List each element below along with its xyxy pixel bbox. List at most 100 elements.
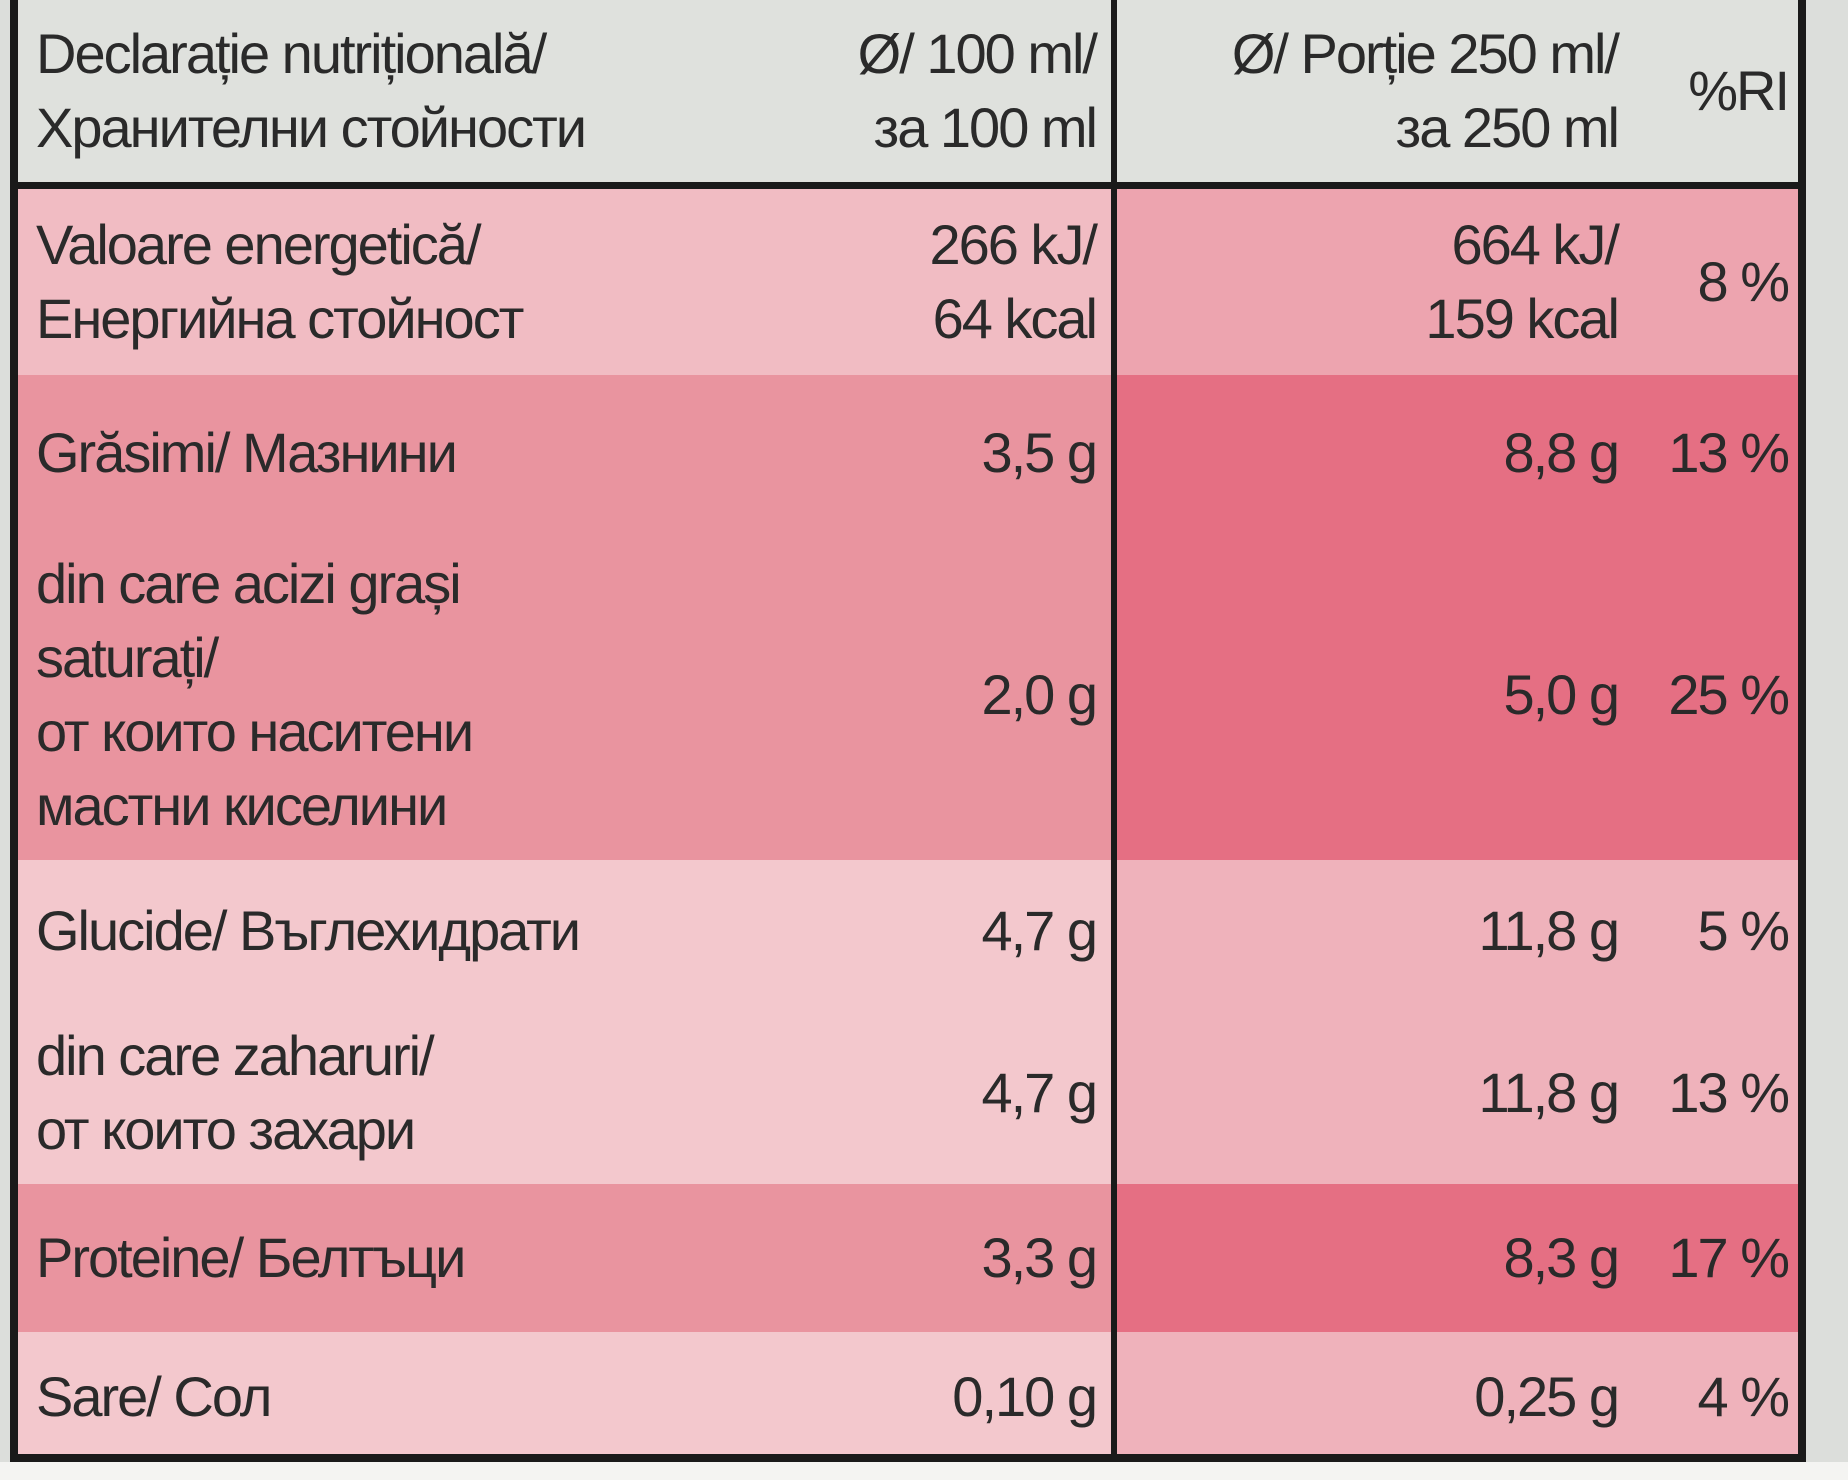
per-100-cell: Ø/ 100 ml/за 100 ml [18,0,1098,182]
text-line: Хранителни стойности [36,96,587,159]
text-line: от които захари [36,1098,416,1161]
below-area [0,1462,1848,1480]
nutrient-row: Grăsimi/ Мазнини 3,5 g 8,8 g 13 % [18,375,1798,530]
text-line: Grăsimi/ Мазнини [36,420,458,484]
label-cell: Valoare energetică/Енергийна стойност [36,189,1096,375]
label-cell: Proteine/ Белтъци [36,1184,1096,1332]
cell-bg [1114,375,1798,530]
cell-bg [18,1332,1114,1454]
per-portion-cell: 11,8 g [1118,1002,1620,1184]
nutrient-row: Glucide/ Въглехидрати 4,7 g 11,8 g 5 % [18,860,1798,1002]
text-line: 13 % [1668,420,1790,484]
cell-bg [18,530,1114,860]
label-cell: Glucide/ Въглехидрати [36,860,1096,1002]
text-line: 64 kcal [932,287,1098,350]
text-line: 4,7 g [981,899,1098,962]
text-line: 13 % [1668,1061,1790,1124]
per-100-cell: 266 kJ/64 kcal [18,189,1098,375]
cell-bg [1114,860,1798,1002]
nutrient-row: Sare/ Сол 0,10 g 0,25 g 4 % [18,1332,1798,1454]
ri-cell: 13 % [1618,375,1790,530]
text-line: за 100 ml [873,96,1098,159]
text-line: мастни киселини [36,774,448,837]
nutrient-row: Valoare energetică/Енергийна стойност 266… [18,189,1798,375]
cell-bg [1114,1002,1798,1184]
nutrient-row: din care zaharuri/от които захари 4,7 g 11… [18,1002,1798,1184]
text-line: Sare/ Сол [36,1365,272,1428]
header-row: Declarație nutrițională/Хранителни стойн… [18,0,1798,182]
text-line: 0,25 g [1474,1365,1620,1428]
text-line: 159 kcal [1425,287,1620,350]
cell-bg [18,860,1114,1002]
cell-bg [18,1002,1114,1184]
per-portion-cell: Ø/ Porție 250 ml/за 250 ml [1118,0,1620,182]
text-line: 11,8 g [1478,1061,1620,1124]
text-line: 5 % [1697,899,1790,962]
text-line: 11,8 g [1478,899,1620,962]
per-100-cell: 3,3 g [18,1184,1098,1332]
cell-bg [18,1184,1114,1332]
text-line: от които наситени [36,700,474,763]
cell-bg [18,189,1114,375]
per-portion-cell: 8,8 g [1118,375,1620,530]
ri-cell: 8 % [1618,189,1790,375]
ri-cell: 25 % [1618,530,1790,860]
text-line: Ø/ Porție 250 ml/ [1231,22,1620,85]
cell-bg [18,375,1114,530]
text-line: Proteine/ Белтъци [36,1226,466,1289]
ri-cell: 4 % [1618,1332,1790,1454]
text-line: Valoare energetică/ [36,213,481,276]
text-line: 4 % [1697,1365,1790,1428]
ri-cell: %RI [1618,0,1790,182]
per-portion-cell: 8,3 g [1118,1184,1620,1332]
text-line: 4,7 g [981,1061,1098,1124]
text-line: 17 % [1668,1226,1790,1289]
text-line: Ø/ 100 ml/ [857,22,1098,85]
cell-bg [18,0,1114,182]
column-divider [1111,0,1117,1454]
text-line: 8,3 g [1503,1226,1620,1289]
text-line: %RI [1688,59,1790,122]
per-100-cell: 4,7 g [18,1002,1098,1184]
per-portion-cell: 11,8 g [1118,860,1620,1002]
text-line: 3,5 g [981,420,1098,484]
per-100-cell: 3,5 g [18,375,1098,530]
text-line: Енергийна стойност [36,287,524,350]
per-portion-cell: 5,0 g [1118,530,1620,860]
label-cell: din care zaharuri/от които захари [36,1002,1096,1184]
text-line: 5,0 g [1503,663,1620,726]
text-line: 0,10 g [952,1365,1098,1428]
label-cell: din care acizi grași saturați/от които на… [36,530,1096,860]
per-100-cell: 4,7 g [18,860,1098,1002]
text-line: Glucide/ Въглехидрати [36,899,581,962]
header-rule [18,182,1798,189]
text-line: за 250 ml [1395,96,1620,159]
cell-bg [1114,189,1798,375]
nutrition-table: Declarație nutrițională/Хранителни стойн… [10,0,1806,1462]
text-line: 664 kJ/ [1451,213,1620,276]
text-line: 8,8 g [1503,420,1620,484]
text-line: din care acizi grași [36,552,462,615]
ri-cell: 17 % [1618,1184,1790,1332]
text-line: 2,0 g [981,663,1098,726]
per-portion-cell: 664 kJ/159 kcal [1118,189,1620,375]
label-cell: Declarație nutrițională/Хранителни стойн… [36,0,1096,182]
text-line: 25 % [1668,663,1790,726]
per-portion-cell: 0,25 g [1118,1332,1620,1454]
text-line: 3,3 g [981,1226,1098,1289]
cell-bg [1114,1332,1798,1454]
cell-bg [1114,530,1798,860]
text-line: saturați/ [36,626,219,689]
text-line: 266 kJ/ [929,213,1098,276]
text-line: Declarație nutrițională/ [36,22,547,85]
text-line: din care zaharuri/ [36,1024,435,1087]
per-100-cell: 0,10 g [18,1332,1098,1454]
per-100-cell: 2,0 g [18,530,1098,860]
cell-bg [1114,1184,1798,1332]
text-line: 8 % [1697,250,1790,313]
nutrient-row: Proteine/ Белтъци 3,3 g 8,3 g 17 % [18,1184,1798,1332]
nutrient-row: din care acizi grași saturați/от които на… [18,530,1798,860]
label-cell: Grăsimi/ Мазнини [36,375,1096,530]
ri-cell: 13 % [1618,1002,1790,1184]
